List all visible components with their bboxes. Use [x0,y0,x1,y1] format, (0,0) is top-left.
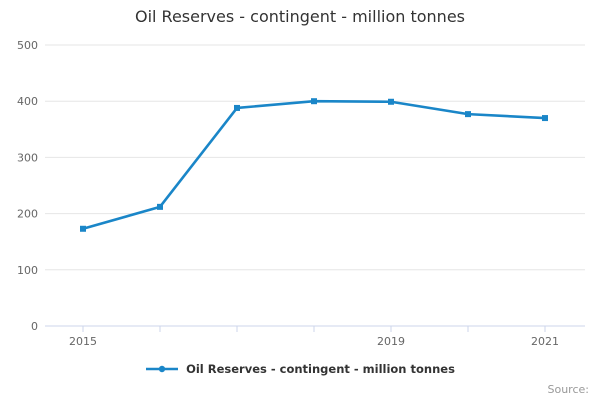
source-label: Source: [547,383,590,396]
y-axis-tick-label-300: 300 [17,151,38,164]
y-axis-tick-label-200: 200 [17,208,38,221]
legend-line-marker-icon [146,365,179,373]
data-point-2017[interactable] [234,104,240,111]
plot-area: 0 100 200 300 400 500 2015 2019 2021 [17,39,585,348]
data-point-2016[interactable] [157,203,163,210]
y-axis-tick-label-400: 400 [17,95,38,108]
data-point-2019[interactable] [388,98,394,105]
legend-label: Oil Reserves - contingent - million tonn… [186,362,455,376]
y-axis-tick-label-0: 0 [31,320,38,333]
chart-title: Oil Reserves - contingent - million tonn… [134,7,465,26]
x-axis-tick-label-2019: 2019 [377,335,405,348]
data-point-2020[interactable] [465,111,471,118]
y-axis-tick-label-500: 500 [17,39,38,52]
legend-item[interactable]: Oil Reserves - contingent - million tonn… [0,362,600,376]
data-point-2018[interactable] [311,98,317,105]
data-point-2021[interactable] [542,115,548,122]
y-axis-tick-label-100: 100 [17,264,38,277]
data-point-2015[interactable] [80,225,86,232]
series-line [81,99,547,231]
x-axis-tick-label-2021: 2021 [531,335,559,348]
x-axis-tick-label-2015: 2015 [69,335,97,348]
